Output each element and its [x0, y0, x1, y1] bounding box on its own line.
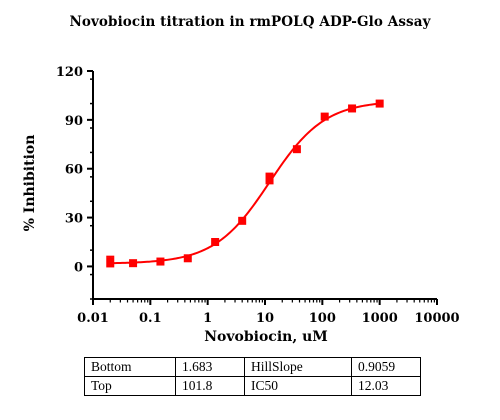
- data-point: [129, 259, 138, 268]
- x-tick-label: 10000: [414, 311, 459, 326]
- data-point: [375, 99, 384, 108]
- axes: 0 30 60 90 120 0.01 0.1 1 10 100 1000 10000: [56, 65, 460, 326]
- param-value: 1.683: [175, 357, 245, 377]
- data-point: [238, 216, 247, 225]
- data-point: [292, 145, 301, 154]
- fit-curve: [110, 102, 380, 265]
- data-point: [106, 257, 115, 266]
- y-tick-label: 90: [65, 114, 83, 129]
- y-tick-label: 30: [65, 212, 83, 227]
- x-tick-label: 100: [309, 311, 336, 326]
- x-axis-label: Novobiocin, uM: [204, 329, 328, 345]
- param-name: IC50: [244, 376, 352, 396]
- x-tick-label: 1000: [362, 311, 398, 326]
- parameters-row: Top 101.8 IC50 12.03: [84, 376, 421, 396]
- data-point: [156, 257, 165, 266]
- x-tick-label: 10: [256, 311, 274, 326]
- param-value: 0.9059: [351, 357, 421, 377]
- parameters-row: Bottom 1.683 HillSlope 0.9059: [84, 357, 421, 377]
- x-tick-label: 0.01: [77, 311, 109, 326]
- param-name: Bottom: [84, 357, 176, 377]
- param-value: 101.8: [175, 376, 245, 396]
- data-point: [348, 104, 357, 113]
- chart-title: Novobiocin titration in rmPOLQ ADP-Glo A…: [69, 14, 431, 30]
- chart-plot: 0 30 60 90 120 0.01 0.1 1 10 100 1000 10000 % Inhib…: [22, 65, 460, 345]
- fit-curve-line: [110, 102, 380, 265]
- parameters-table: Bottom 1.683 HillSlope 0.9059 Top 101.8 …: [84, 357, 421, 396]
- param-value: 12.03: [351, 376, 421, 396]
- x-tick-label: 1: [203, 311, 212, 326]
- param-name: Top: [84, 376, 176, 396]
- y-tick-label: 60: [65, 163, 83, 178]
- data-point: [320, 112, 329, 121]
- x-tick-label: 0.1: [139, 311, 162, 326]
- data-points: [106, 99, 384, 268]
- data-point: [211, 238, 220, 246]
- data-point: [265, 174, 274, 183]
- data-point: [183, 254, 192, 263]
- y-axis-label: % Inhibition: [22, 135, 38, 232]
- y-tick-label: 120: [56, 65, 83, 80]
- param-name: HillSlope: [244, 357, 352, 377]
- y-tick-label: 0: [74, 260, 83, 275]
